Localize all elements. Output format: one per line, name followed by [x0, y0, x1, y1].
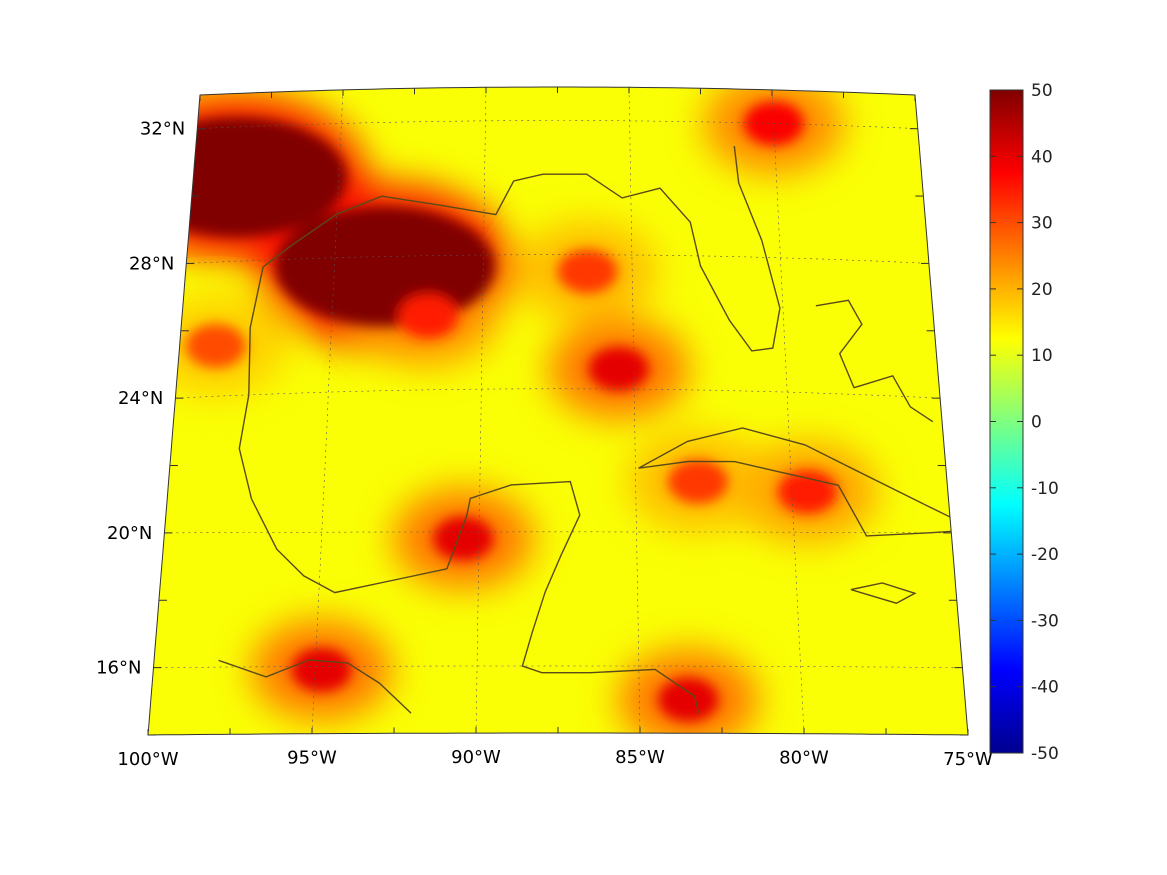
latitude-label: 16°N	[96, 658, 141, 679]
longitude-labels: 100°W 95°W 90°W 85°W 80°W 75°W	[117, 747, 993, 770]
hotspot-core-campeche-west	[398, 294, 459, 339]
hotspot-core-mexico-west-coast	[185, 323, 246, 368]
longitude-label: 80°W	[779, 748, 829, 769]
colorbar-label: 30	[1031, 214, 1053, 234]
longitude-label: 85°W	[615, 747, 665, 768]
colorbar-label: -30	[1031, 611, 1059, 631]
meridian-line	[475, 87, 487, 734]
parallel-line	[175, 388, 941, 399]
coastline-segment	[218, 659, 412, 714]
hotspot-core-central-gulf-loop	[588, 346, 649, 391]
coastline-segment	[262, 145, 781, 352]
hotspot-core-layer	[148, 101, 838, 722]
parallel-line	[186, 254, 929, 264]
colorbar-label: 20	[1031, 280, 1053, 300]
hotspot-core-northeast-gulf	[557, 249, 618, 294]
colorbar-label: -20	[1031, 545, 1059, 565]
coastline-segment	[238, 266, 700, 714]
colorbar-label: -50	[1031, 744, 1059, 764]
longitude-label: 100°W	[117, 749, 178, 770]
colorbar-ticks: 50 40 30 20 10 0 -10 -20 -30 -40 -50	[990, 81, 1059, 764]
latitude-label: 32°N	[140, 119, 185, 140]
colorbar: 50 40 30 20 10 0 -10 -20 -30 -40 -50	[989, 81, 1059, 764]
meridian-line	[771, 89, 805, 734]
coastline-segment	[850, 582, 917, 604]
hotspot-core-honduras-coast	[658, 677, 719, 722]
hotspot-core-yucatan-west	[433, 516, 494, 561]
colorbar-label: 40	[1031, 147, 1053, 167]
longitude-label: 75°W	[943, 749, 993, 770]
hotspot-core-cuba-central	[667, 459, 728, 504]
colorbar-label: 0	[1031, 413, 1042, 433]
meridian-line	[311, 89, 344, 734]
parallel-line	[197, 120, 918, 129]
colorbar-label: -10	[1031, 479, 1059, 499]
latitude-label: 28°N	[129, 253, 174, 274]
coastline-segment	[815, 299, 934, 423]
frame-ticks	[147, 87, 969, 736]
longitude-label: 90°W	[451, 747, 501, 768]
latitude-label: 24°N	[118, 388, 163, 409]
colorbar-label: 50	[1031, 81, 1053, 101]
hotspot-core-texas-louisiana-shelf	[274, 206, 495, 327]
longitude-label: 95°W	[287, 748, 337, 769]
coastline-layer	[218, 145, 968, 714]
meridian-line	[628, 87, 641, 734]
colorbar-label: 10	[1031, 346, 1053, 366]
latitude-label: 20°N	[107, 523, 152, 544]
latitude-labels: 32°N 28°N 24°N 20°N 16°N	[96, 119, 185, 679]
hotspot-core-tehuantepec	[291, 647, 352, 692]
hotspot-core-cuba-east	[777, 469, 838, 514]
colorbar-label: -40	[1031, 678, 1059, 698]
parallel-line	[164, 531, 952, 534]
